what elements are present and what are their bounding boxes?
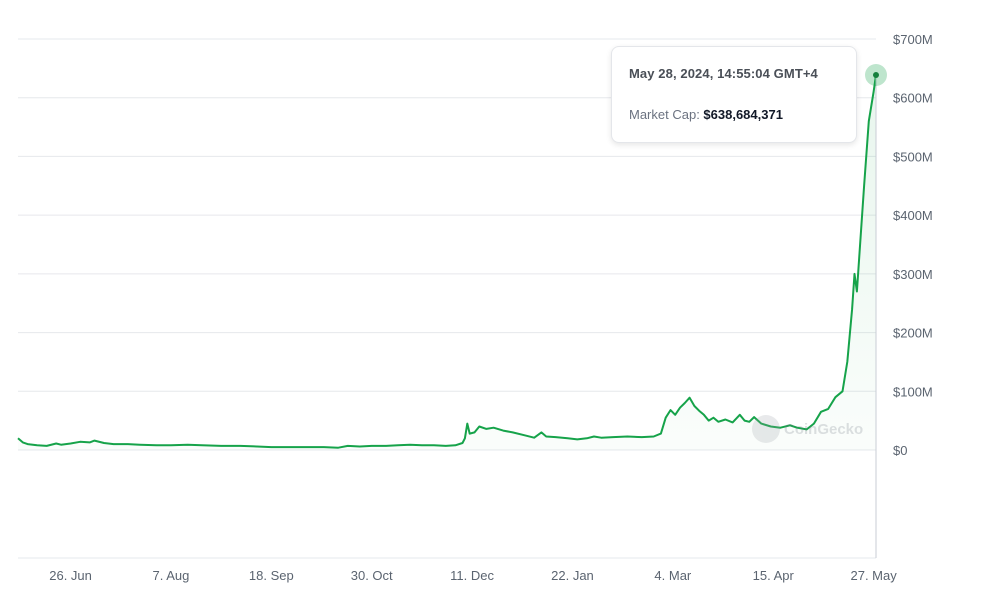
y-tick-label: $300M	[893, 267, 933, 282]
y-tick-label: $100M	[893, 384, 933, 399]
grid-lines	[18, 38, 876, 559]
coingecko-logo-icon	[752, 415, 780, 443]
x-tick-label: 27. May	[850, 568, 897, 583]
y-tick-label: $500M	[893, 149, 933, 164]
x-tick-label: 30. Oct	[351, 568, 393, 583]
coingecko-watermark: CoinGecko	[752, 414, 863, 444]
x-axis: 26. Jun 7. Aug 18. Sep 30. Oct 11. Dec 22. Ja…	[49, 568, 897, 583]
y-axis: $700M $600M $500M $400M $300M $200M $100M $0	[893, 32, 933, 458]
x-tick-label: 15. Apr	[753, 568, 795, 583]
hover-layer	[865, 64, 887, 558]
x-tick-label: 22. Jan	[551, 568, 594, 583]
hover-point	[873, 72, 879, 79]
series-line	[17, 74, 877, 449]
y-tick-label: $0	[893, 443, 907, 458]
hover-tooltip: May 28, 2024, 14:55:04 GMT+4 Market Cap:…	[611, 46, 857, 143]
tooltip-market-cap-row: Market Cap: $638,684,371	[629, 107, 856, 122]
series-line-layer	[17, 74, 877, 449]
x-tick-label: 18. Sep	[249, 568, 294, 583]
watermark-text: CoinGecko	[784, 420, 864, 438]
y-tick-label: $400M	[893, 208, 933, 223]
tooltip-label: Market Cap:	[629, 107, 704, 122]
y-tick-label: $200M	[893, 326, 933, 341]
y-tick-label: $600M	[893, 91, 933, 106]
x-tick-label: 7. Aug	[153, 568, 190, 583]
tooltip-date: May 28, 2024, 14:55:04 GMT+4	[629, 66, 818, 81]
x-tick-label: 11. Dec	[450, 568, 494, 583]
tooltip-value: $638,684,371	[703, 107, 783, 122]
y-tick-label: $700M	[893, 32, 933, 47]
x-tick-label: 26. Jun	[49, 568, 92, 583]
x-tick-label: 4. Mar	[654, 568, 692, 583]
